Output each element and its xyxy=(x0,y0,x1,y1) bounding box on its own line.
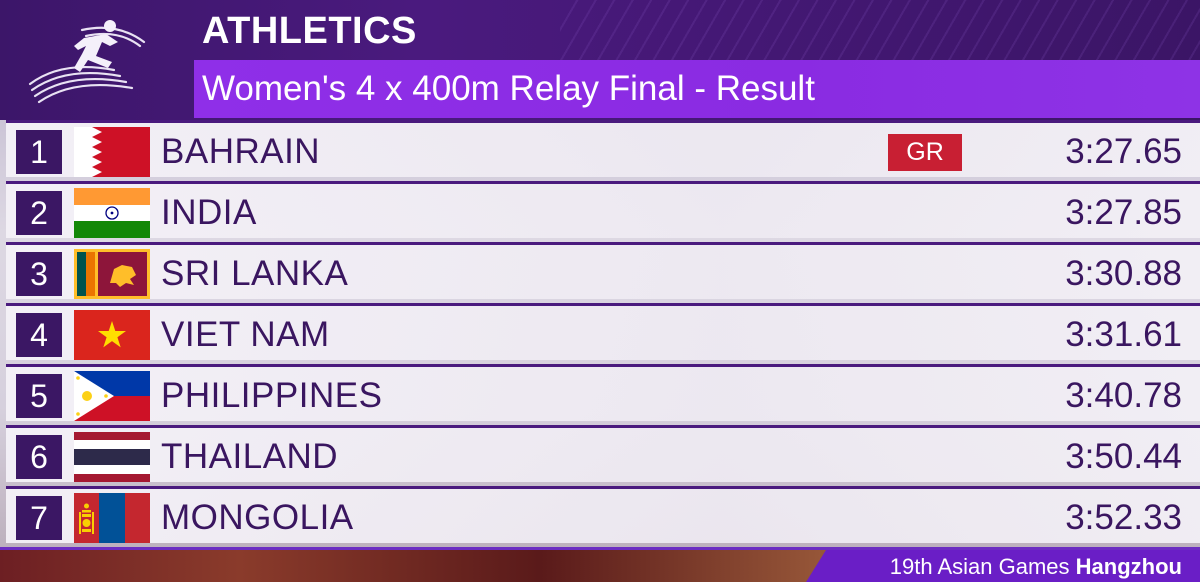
games-name: 19th Asian Games xyxy=(889,554,1070,579)
country-name: INDIA xyxy=(161,193,257,232)
result-time: 3:30.88 xyxy=(1065,254,1182,293)
result-row: 4 VIET NAM 3:31.61 xyxy=(6,303,1200,360)
runner-pictogram-icon xyxy=(28,20,146,104)
thailand-flag-icon xyxy=(74,432,150,482)
rank-box: 2 xyxy=(16,191,62,235)
results-table: 1 BAHRAIN GR 3:27.65 2 INDIA 3:27.85 xyxy=(0,120,1200,548)
sport-title: ATHLETICS xyxy=(202,10,417,52)
result-time: 3:40.78 xyxy=(1065,376,1182,415)
host-city: Hangzhou xyxy=(1075,554,1182,579)
event-title-bar: Women's 4 x 400m Relay Final - Result xyxy=(194,60,1200,118)
mongolia-flag-icon xyxy=(74,493,150,543)
rank-box: 3 xyxy=(16,252,62,296)
games-label: 19th Asian Games Hangzhou xyxy=(890,550,1182,582)
games-record-badge: GR xyxy=(888,134,962,171)
event-title: Women's 4 x 400m Relay Final - Result xyxy=(202,69,815,108)
result-time: 3:52.33 xyxy=(1065,498,1182,537)
rank-box: 7 xyxy=(16,496,62,540)
result-row: 1 BAHRAIN GR 3:27.65 xyxy=(6,120,1200,177)
india-flag-icon xyxy=(74,188,150,238)
bahrain-flag-icon xyxy=(74,127,150,177)
header-pattern xyxy=(560,0,1200,60)
sri-lanka-flag-icon xyxy=(74,249,150,299)
result-time: 3:27.65 xyxy=(1065,132,1182,171)
country-name: VIET NAM xyxy=(161,315,330,354)
country-name: MONGOLIA xyxy=(161,498,354,537)
rank-box: 4 xyxy=(16,313,62,357)
footer-divider xyxy=(0,547,1200,550)
rank-box: 5 xyxy=(16,374,62,418)
viet-nam-flag-icon xyxy=(74,310,150,360)
philippines-flag-icon xyxy=(74,371,150,421)
result-time: 3:50.44 xyxy=(1065,437,1182,476)
games-banner: 19th Asian Games Hangzhou xyxy=(806,550,1200,582)
result-time: 3:27.85 xyxy=(1065,193,1182,232)
country-name: THAILAND xyxy=(161,437,339,476)
result-row: 3 SRI LANKA 3:30.88 xyxy=(6,242,1200,299)
rank-box: 1 xyxy=(16,130,62,174)
rank-box: 6 xyxy=(16,435,62,479)
result-row: 7 MONGOLIA 3:52.33 xyxy=(6,486,1200,543)
result-row: 6 THAILAND 3:50.44 xyxy=(6,425,1200,482)
result-row: 5 PHILIPPINES 3:40.78 xyxy=(6,364,1200,421)
country-name: PHILIPPINES xyxy=(161,376,383,415)
country-name: SRI LANKA xyxy=(161,254,349,293)
result-row: 2 INDIA 3:27.85 xyxy=(6,181,1200,238)
country-name: BAHRAIN xyxy=(161,132,321,171)
result-time: 3:31.61 xyxy=(1065,315,1182,354)
